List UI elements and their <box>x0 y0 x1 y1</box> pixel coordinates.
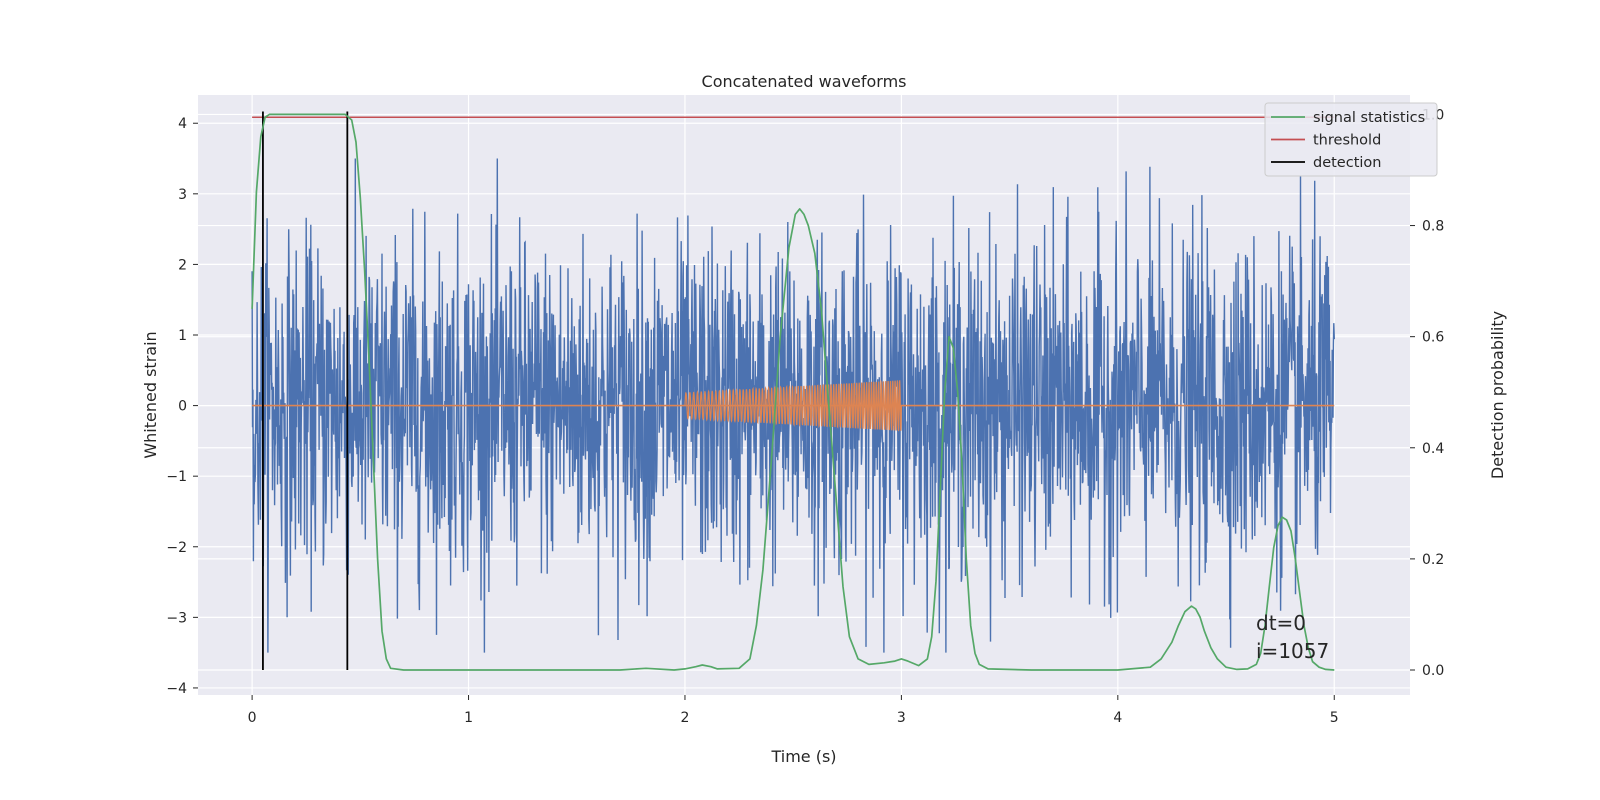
legend: signal statistics threshold detection <box>1264 102 1438 177</box>
detection-lines <box>262 111 349 670</box>
y-tick-label-5: 1 <box>178 328 187 344</box>
legend-box <box>1264 102 1438 177</box>
y-tick-label-6: 2 <box>178 257 187 273</box>
y2-axis-title: Detection probability <box>1488 311 1507 479</box>
x-tick-label-4: 4 <box>1113 710 1122 726</box>
y2-tick-label-1: 0.2 <box>1422 552 1444 568</box>
y2-tick-label-0: 0.0 <box>1422 663 1444 679</box>
y-tick-label-0: −4 <box>166 681 187 697</box>
x-tick-label-5: 5 <box>1330 710 1339 726</box>
y-tick-label-7: 3 <box>178 187 187 203</box>
chart-title: Concatenated waveforms <box>702 72 907 91</box>
legend-label-signal-statistics: signal statistics <box>1313 110 1425 126</box>
x-axis: 0 1 2 3 4 5 <box>248 695 1339 726</box>
y-tick-label-4: 0 <box>178 399 187 415</box>
signal-statistics-line <box>251 113 1335 671</box>
y-tick-label-3: −1 <box>166 469 187 485</box>
annotation-dt: dt=0 <box>1256 611 1306 635</box>
y2-tick-label-2: 0.4 <box>1422 441 1444 457</box>
x-tick-label-1: 1 <box>464 710 473 726</box>
y-tick-label-1: −3 <box>166 610 187 626</box>
y-axis-left: −4 −3 −2 −1 0 1 2 3 4 <box>166 116 198 697</box>
y-tick-label-2: −2 <box>166 540 187 556</box>
y-tick-label-8: 4 <box>178 116 187 132</box>
x-tick-label-2: 2 <box>681 710 690 726</box>
annotation-index: i=1057 <box>1256 639 1329 663</box>
x-tick-label-3: 3 <box>897 710 906 726</box>
y2-tick-label-3: 0.6 <box>1422 330 1444 346</box>
y-axis-title: Whitened strain <box>141 331 160 458</box>
legend-label-detection: detection <box>1313 155 1381 171</box>
legend-label-threshold: threshold <box>1313 133 1381 149</box>
strain-series <box>251 158 1335 653</box>
y-axis-right: 0.00.20.40.60.81.0 <box>1410 107 1444 679</box>
x-tick-label-0: 0 <box>248 710 257 726</box>
x-axis-title: Time (s) <box>770 747 836 766</box>
y2-tick-label-4: 0.8 <box>1422 219 1444 235</box>
